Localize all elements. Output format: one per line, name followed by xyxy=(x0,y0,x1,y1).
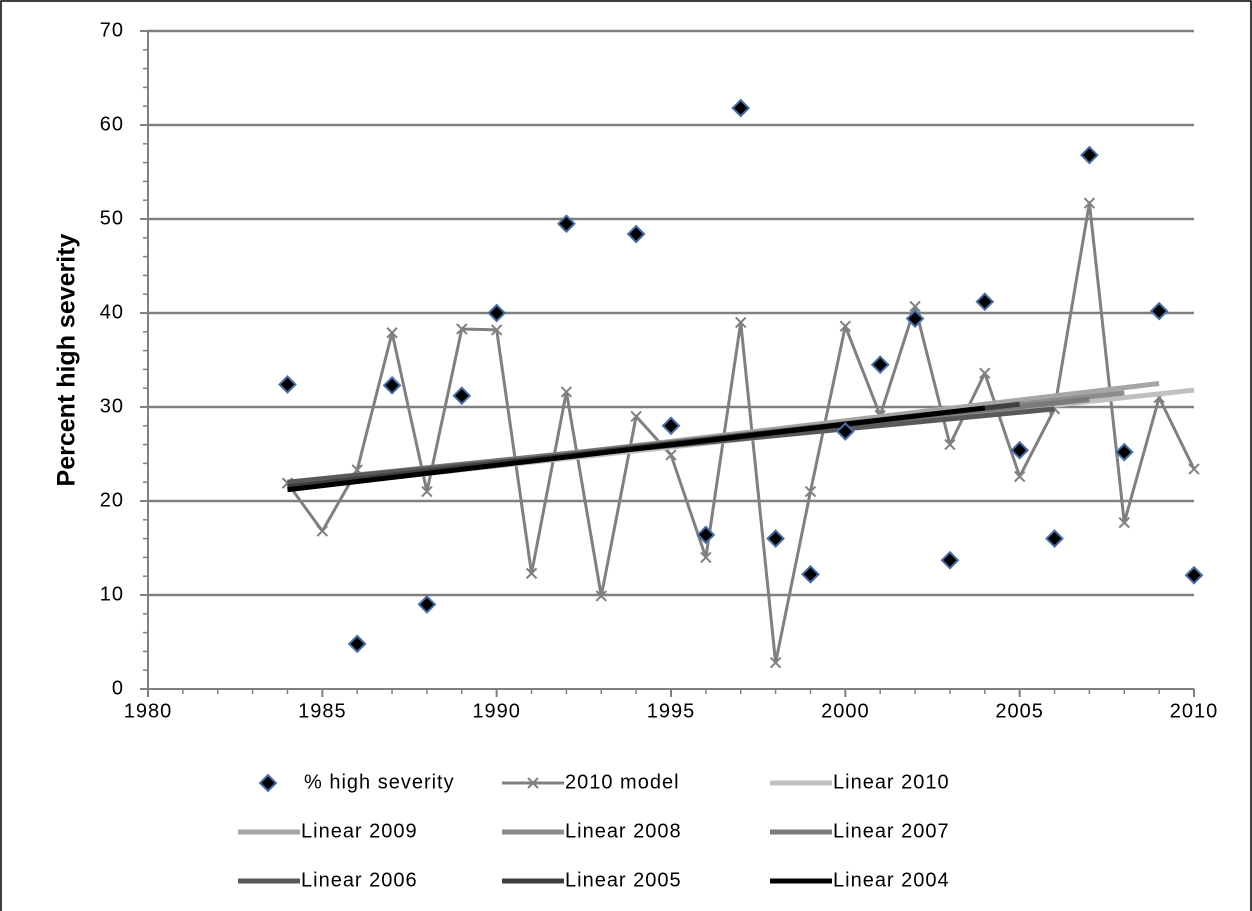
diamond-marker xyxy=(487,303,507,323)
x-marker xyxy=(386,327,398,339)
series-line xyxy=(287,405,986,493)
x-marker xyxy=(560,386,573,398)
x-marker xyxy=(804,485,817,498)
diamond-marker xyxy=(1149,301,1169,321)
legend-marker xyxy=(527,777,539,789)
x-marker xyxy=(909,300,921,313)
x-tick-label: 1985 xyxy=(298,700,347,722)
diamond-marker xyxy=(870,355,890,375)
x-tick-label: 2010 xyxy=(1170,700,1219,722)
y-tick-label: 60 xyxy=(100,113,124,135)
legend-label: Linear 2009 xyxy=(301,820,418,842)
x-marker xyxy=(1188,463,1200,475)
diamond-marker xyxy=(975,292,995,312)
diamond-marker xyxy=(347,634,367,654)
x-marker xyxy=(839,320,852,332)
y-axis-label: Percent high severity xyxy=(53,233,81,486)
diamond-marker xyxy=(556,214,576,234)
legend-label: % high severity xyxy=(304,771,455,793)
legend-label: Linear 2007 xyxy=(833,820,950,842)
x-marker xyxy=(1013,470,1026,483)
x-marker xyxy=(769,656,782,669)
diamond-marker xyxy=(940,550,960,570)
diamond-marker xyxy=(835,422,855,441)
x-marker xyxy=(456,323,468,335)
y-tick-label: 40 xyxy=(100,301,124,323)
x-marker xyxy=(630,410,642,423)
x-tick-label: 1995 xyxy=(647,700,696,722)
diamond-marker xyxy=(1114,442,1134,462)
diamond-marker xyxy=(417,594,437,614)
x-marker xyxy=(421,485,433,498)
x-marker xyxy=(979,367,991,379)
y-tick-label: 50 xyxy=(100,207,124,229)
diamond-marker xyxy=(452,386,472,406)
diamond-marker xyxy=(905,309,925,329)
diamond-marker xyxy=(626,224,646,244)
legend-label: Linear 2008 xyxy=(565,820,682,842)
legend-label: Linear 2010 xyxy=(833,771,950,793)
x-tick-label: 2005 xyxy=(995,700,1044,722)
diamond-marker xyxy=(731,98,751,118)
x-marker xyxy=(944,438,956,451)
x-marker xyxy=(595,590,607,602)
diamond-marker xyxy=(661,416,681,436)
diamond-marker xyxy=(382,375,402,395)
diamond-marker xyxy=(278,375,297,394)
x-marker xyxy=(490,324,503,336)
y-tick-label: 20 xyxy=(100,489,124,511)
x-tick-label: 1980 xyxy=(124,700,173,722)
x-marker xyxy=(1118,516,1130,529)
diamond-marker xyxy=(1079,145,1099,165)
x-marker xyxy=(700,551,712,564)
legend-label: Linear 2006 xyxy=(301,869,418,891)
diamond-marker xyxy=(801,564,820,584)
y-tick-label: 30 xyxy=(100,395,124,417)
diamond-marker xyxy=(696,525,716,545)
legend-label: Linear 2005 xyxy=(565,869,682,891)
diamond-marker xyxy=(1010,440,1030,460)
x-marker xyxy=(665,449,677,461)
diamond-marker xyxy=(1184,565,1204,585)
y-tick-label: 10 xyxy=(100,583,124,605)
y-tick-label: 0 xyxy=(112,677,124,699)
x-marker xyxy=(1083,197,1096,209)
legend-label: 2010 model xyxy=(565,771,680,793)
y-tick-label: 70 xyxy=(100,19,124,41)
diamond-marker xyxy=(1045,529,1064,549)
x-marker xyxy=(316,525,329,537)
x-marker xyxy=(735,316,747,329)
legend-label: Linear 2004 xyxy=(833,869,950,891)
x-tick-label: 2000 xyxy=(821,700,870,722)
x-tick-label: 1990 xyxy=(472,700,521,722)
legend-marker xyxy=(258,773,278,793)
diamond-marker xyxy=(766,529,786,549)
x-marker xyxy=(525,567,538,580)
